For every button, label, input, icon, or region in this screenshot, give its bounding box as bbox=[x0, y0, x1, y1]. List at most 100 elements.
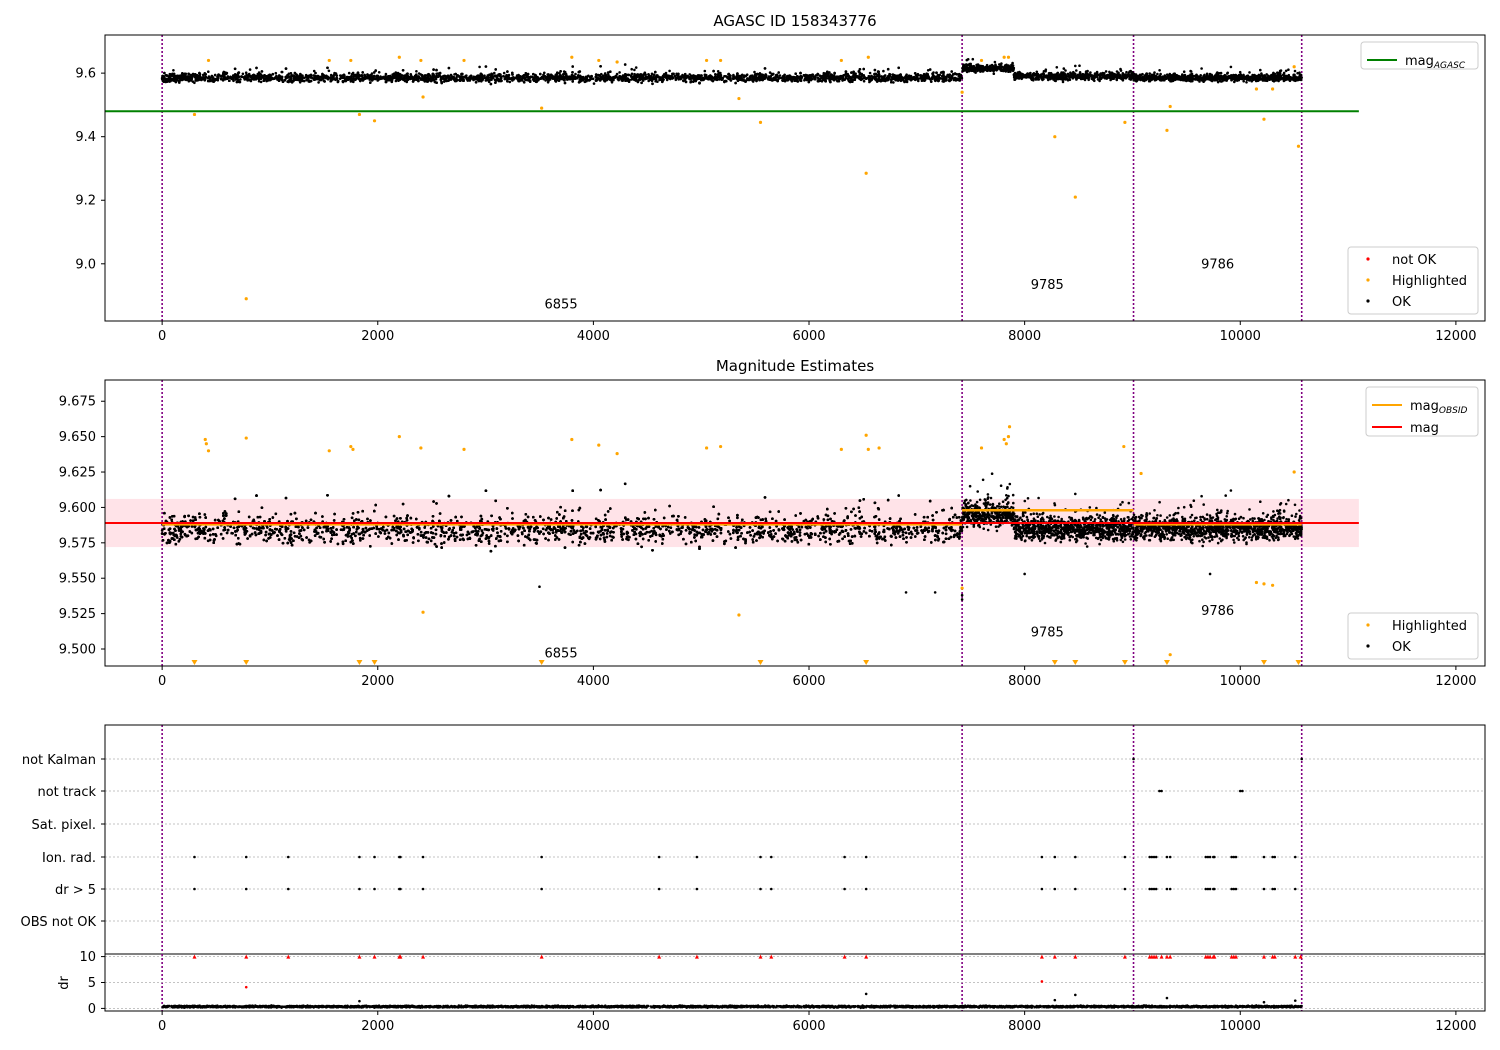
ok-point bbox=[745, 73, 749, 76]
ok-point bbox=[388, 78, 392, 82]
ok-point bbox=[965, 68, 969, 71]
ok-point bbox=[751, 79, 754, 82]
ok-point bbox=[1068, 77, 1071, 81]
ok-point bbox=[292, 79, 295, 83]
ok-point bbox=[1127, 74, 1131, 77]
ok-point bbox=[1115, 78, 1119, 82]
ok-point bbox=[915, 76, 919, 80]
ok-point bbox=[698, 82, 701, 85]
ok-point bbox=[243, 77, 246, 80]
ok-point bbox=[438, 74, 441, 77]
ok-point bbox=[623, 63, 627, 66]
ok-point bbox=[890, 78, 893, 82]
ok-point bbox=[469, 74, 473, 78]
ok-point bbox=[259, 76, 263, 80]
ok-point bbox=[435, 68, 438, 72]
ok-point bbox=[701, 76, 705, 80]
ok-point bbox=[1054, 73, 1058, 76]
ok-point bbox=[892, 81, 895, 84]
ok-point bbox=[1117, 71, 1120, 75]
ok-point bbox=[1011, 64, 1015, 67]
ok-point bbox=[571, 65, 574, 68]
ok-point bbox=[633, 72, 636, 76]
ok-point bbox=[327, 69, 331, 73]
ok-point bbox=[543, 71, 546, 75]
ok-point bbox=[807, 75, 810, 78]
ok-point bbox=[864, 77, 868, 80]
ok-point bbox=[186, 78, 190, 81]
ok-point bbox=[857, 70, 861, 73]
ok-point bbox=[938, 73, 942, 77]
ok-point bbox=[935, 71, 938, 74]
ok-point bbox=[905, 78, 908, 82]
ok-point bbox=[517, 79, 520, 83]
ok-points bbox=[160, 57, 1303, 86]
ok-point bbox=[776, 79, 779, 83]
ok-point bbox=[506, 78, 509, 81]
ok-point bbox=[1119, 69, 1123, 72]
ok-point bbox=[248, 78, 252, 81]
ok-point bbox=[609, 70, 612, 73]
ok-point bbox=[1078, 73, 1082, 77]
ok-point bbox=[617, 78, 620, 82]
ok-point bbox=[427, 75, 430, 78]
ok-point bbox=[746, 77, 749, 80]
ok-point bbox=[480, 73, 484, 76]
ok-point bbox=[370, 79, 374, 82]
ok-point bbox=[1128, 77, 1131, 81]
ok-point bbox=[459, 76, 462, 80]
ok-point bbox=[384, 72, 388, 76]
ok-point bbox=[652, 76, 655, 79]
ok-point bbox=[684, 80, 688, 84]
ok-point bbox=[877, 77, 881, 80]
ok-point bbox=[478, 65, 481, 69]
ok-point bbox=[961, 69, 965, 73]
ok-point bbox=[486, 74, 490, 77]
ok-point bbox=[852, 70, 855, 74]
ok-point bbox=[342, 74, 345, 77]
ok-point bbox=[563, 76, 566, 79]
ok-point bbox=[897, 66, 900, 70]
ok-point bbox=[844, 70, 848, 73]
ok-point bbox=[899, 73, 902, 76]
ok-point bbox=[740, 74, 743, 78]
ok-point bbox=[190, 75, 194, 79]
ok-point bbox=[549, 76, 553, 80]
ok-point bbox=[1035, 70, 1039, 74]
ok-point bbox=[955, 73, 959, 76]
ok-point bbox=[472, 75, 476, 79]
ok-point bbox=[295, 78, 299, 82]
ok-point bbox=[907, 75, 911, 79]
ok-point bbox=[618, 71, 621, 74]
ok-point bbox=[315, 77, 319, 81]
ok-point bbox=[577, 81, 581, 84]
ok-point bbox=[1093, 79, 1096, 83]
ok-point bbox=[539, 72, 542, 76]
ok-point bbox=[1011, 61, 1014, 65]
ok-point bbox=[781, 75, 785, 78]
ok-point bbox=[870, 77, 874, 80]
ok-point bbox=[594, 73, 598, 76]
ok-point bbox=[1059, 73, 1063, 77]
ok-point bbox=[223, 71, 227, 74]
ok-point bbox=[706, 77, 710, 81]
ok-point bbox=[347, 71, 351, 75]
ok-point bbox=[350, 78, 354, 82]
ok-point bbox=[683, 72, 687, 76]
ok-point bbox=[659, 76, 662, 79]
ok-point bbox=[680, 75, 683, 79]
ok-point bbox=[888, 74, 892, 77]
ok-point bbox=[877, 75, 881, 78]
ok-point bbox=[690, 80, 693, 83]
ok-point bbox=[756, 77, 759, 80]
ok-point bbox=[248, 68, 252, 71]
ok-point bbox=[877, 70, 880, 74]
ok-point bbox=[846, 73, 849, 76]
ok-point bbox=[1028, 72, 1032, 75]
ok-point bbox=[534, 79, 537, 82]
ok-point bbox=[447, 76, 451, 80]
ok-point bbox=[395, 78, 399, 81]
ok-point bbox=[360, 77, 364, 80]
ok-point bbox=[724, 79, 728, 83]
